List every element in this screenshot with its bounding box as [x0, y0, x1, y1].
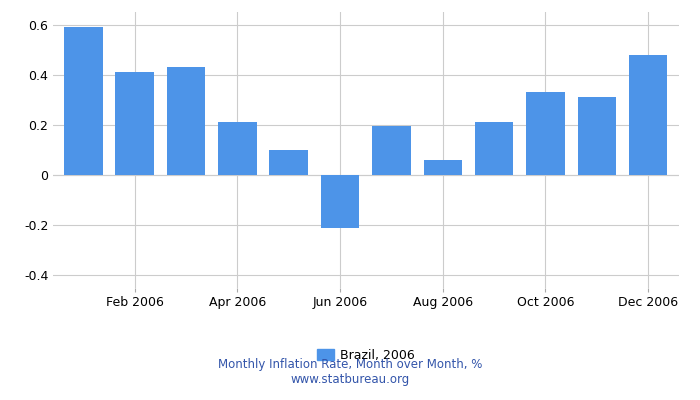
Bar [167, 67, 205, 175]
Bar [270, 150, 308, 175]
Bar [526, 92, 565, 175]
Bar [475, 122, 513, 175]
Bar [321, 175, 359, 228]
Bar [424, 160, 462, 175]
Bar [218, 122, 257, 175]
Bar [64, 27, 103, 175]
Text: www.statbureau.org: www.statbureau.org [290, 373, 410, 386]
Bar [629, 55, 667, 175]
Bar [372, 126, 411, 175]
Bar [116, 72, 154, 175]
Bar [578, 97, 616, 175]
Text: Monthly Inflation Rate, Month over Month, %: Monthly Inflation Rate, Month over Month… [218, 358, 482, 371]
Legend: Brazil, 2006: Brazil, 2006 [312, 344, 420, 367]
